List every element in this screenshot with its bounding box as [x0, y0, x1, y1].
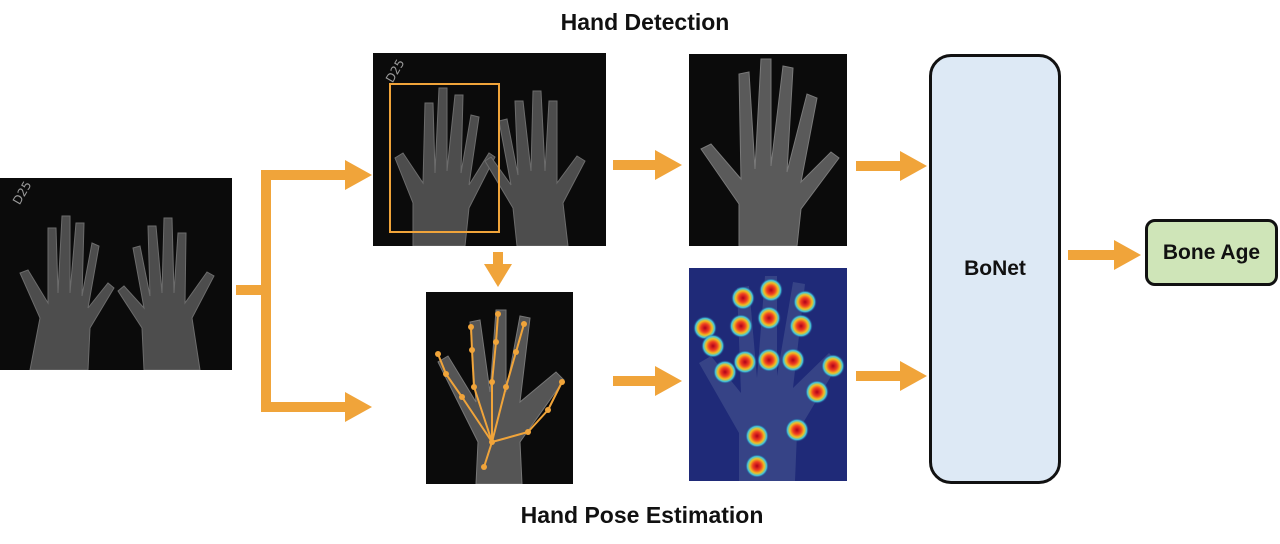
bone-age-box: Bone Age	[1145, 219, 1278, 286]
input-xray-image: D25	[0, 178, 232, 370]
bonet-label: BoNet	[964, 257, 1026, 280]
pose-estimation-xray-image	[426, 292, 573, 484]
input-xray-hands	[19, 215, 215, 370]
bonet-box: BoNet	[929, 54, 1061, 484]
cropped-hand-xray-image	[689, 54, 847, 246]
cropped-hand-shape	[700, 58, 840, 246]
hand-detection-title: Hand Detection	[560, 9, 730, 35]
hand-pose-estimation-title: Hand Pose Estimation	[520, 502, 764, 528]
detection-bounding-box	[389, 83, 500, 233]
heatmap-overlay	[693, 276, 845, 481]
detection-xray-hands	[389, 83, 586, 246]
bone-age-label: Bone Age	[1162, 240, 1261, 264]
hand-detection-xray-image: D25	[373, 53, 606, 246]
keypoint-heatmap-image	[689, 268, 847, 481]
pose-skeleton	[435, 309, 565, 484]
